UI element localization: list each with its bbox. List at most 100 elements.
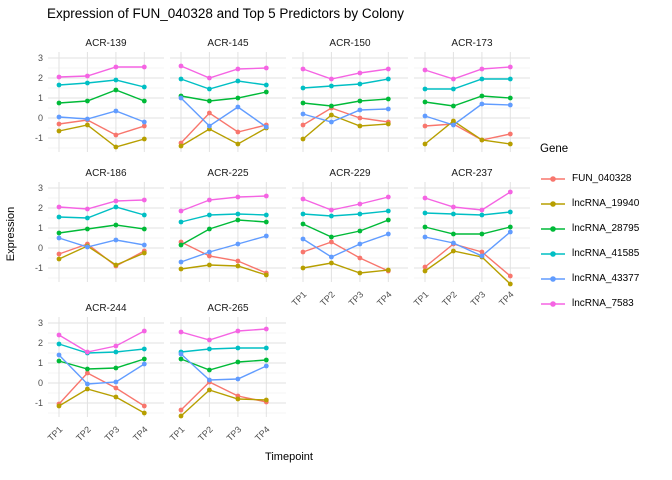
data-point (357, 228, 363, 234)
series-line-lncRNA_43377 (180, 235, 268, 263)
x-tick-label: TP1 (412, 289, 431, 308)
data-point (479, 76, 485, 82)
x-tick-label: TP4 (131, 424, 150, 443)
series-line-lncRNA_41585 (424, 211, 512, 216)
data-point (300, 221, 306, 227)
series-line-lncRNA_19940 (180, 389, 268, 417)
data-point (263, 193, 269, 199)
facet-title: ACR-265 (207, 303, 249, 314)
series-line-lncRNA_41585 (424, 78, 512, 90)
data-point (178, 95, 184, 101)
legend-item-label: FUN_040328 (572, 173, 632, 184)
data-point (422, 67, 428, 73)
data-point (235, 263, 241, 269)
data-point (56, 251, 62, 257)
facet-title: ACR-139 (85, 38, 127, 49)
chart-title: Expression of FUN_040328 and Top 5 Predi… (47, 6, 404, 21)
data-point (263, 357, 269, 363)
series-line-lncRNA_19940 (58, 124, 146, 148)
data-point (357, 107, 363, 113)
series-line-lncRNA_7583 (180, 65, 268, 79)
data-point (141, 328, 147, 334)
data-point (479, 101, 485, 107)
data-point (85, 226, 90, 232)
data-point (85, 386, 90, 392)
series-line-lncRNA_43377 (302, 108, 390, 123)
series-line-lncRNA_7583 (180, 195, 268, 212)
data-point (263, 89, 269, 95)
series-line-FUN_040328 (302, 107, 390, 126)
series-line-lncRNA_43377 (302, 233, 390, 258)
data-point (235, 66, 241, 72)
data-point (56, 403, 62, 409)
data-point (178, 259, 184, 265)
data-point (385, 267, 391, 273)
data-point (422, 141, 428, 147)
series-line-FUN_040328 (180, 241, 268, 274)
data-point (113, 365, 119, 371)
data-point (56, 358, 62, 364)
series-line-lncRNA_28795 (58, 358, 146, 370)
series-line-lncRNA_19940 (424, 120, 512, 145)
data-point (422, 195, 428, 201)
y-tick-label: 1 (38, 223, 43, 233)
data-point (56, 114, 62, 120)
legend-title: Gene (540, 143, 569, 155)
data-point (300, 265, 306, 271)
data-point (385, 66, 391, 72)
legend-item-label: lncRNA_19940 (572, 198, 640, 209)
data-point (207, 86, 212, 92)
data-point (263, 397, 269, 403)
data-point (479, 93, 485, 99)
data-point (385, 121, 391, 127)
y-tick-label: -1 (35, 133, 43, 143)
data-point (141, 250, 147, 256)
data-point (479, 231, 485, 237)
data-point (300, 236, 306, 242)
data-point (113, 108, 119, 114)
facet-ACR-225: ACR-225 (170, 168, 286, 282)
y-axis-title: Expression (5, 206, 17, 262)
series-line-lncRNA_7583 (180, 328, 268, 341)
series-line-lncRNA_43377 (424, 231, 512, 257)
data-point (207, 98, 212, 104)
y-tick-label: -1 (35, 263, 43, 273)
data-point (479, 66, 485, 72)
data-point (263, 326, 269, 332)
data-point (263, 124, 269, 130)
data-point (329, 234, 334, 240)
data-point (207, 110, 212, 116)
series-line-lncRNA_41585 (302, 210, 390, 217)
data-point (85, 381, 90, 387)
data-point (235, 241, 241, 247)
data-point (113, 204, 119, 210)
data-point (56, 74, 62, 80)
legend-item-label: lncRNA_41585 (572, 248, 640, 259)
data-point (235, 345, 241, 351)
data-point (85, 349, 90, 355)
data-point (141, 197, 147, 203)
series-line-lncRNA_41585 (58, 206, 146, 219)
data-point (263, 345, 269, 351)
data-point (56, 332, 62, 338)
data-point (113, 222, 119, 228)
legend-key-icon (541, 300, 565, 307)
series-line-lncRNA_43377 (424, 103, 512, 126)
data-point (385, 106, 391, 112)
data-point (329, 112, 334, 118)
series-line-lncRNA_43377 (180, 353, 268, 381)
data-point (207, 367, 212, 373)
legend-item: lncRNA_19940 (540, 191, 639, 216)
data-point (141, 136, 147, 142)
series-line-lncRNA_28795 (180, 91, 268, 102)
data-point (507, 224, 513, 230)
data-point (479, 137, 485, 143)
data-point (300, 196, 306, 202)
series-line-lncRNA_28795 (424, 226, 512, 235)
data-point (357, 98, 363, 104)
x-tick-label: TP4 (497, 289, 516, 308)
data-point (178, 143, 184, 149)
series-line-lncRNA_28795 (424, 95, 512, 107)
series-line-FUN_040328 (180, 112, 268, 144)
series-line-lncRNA_28795 (302, 219, 390, 238)
